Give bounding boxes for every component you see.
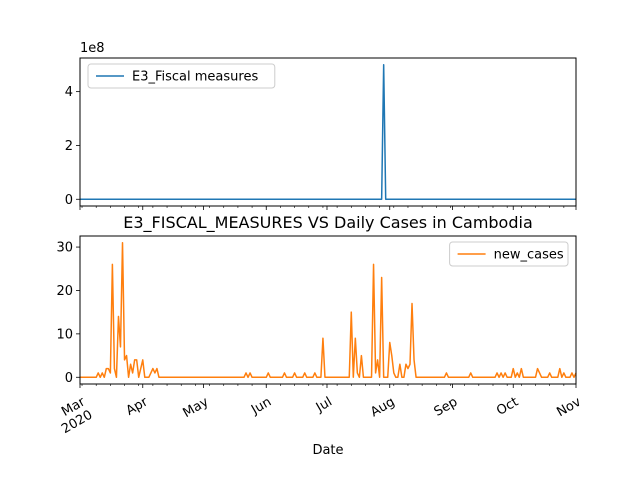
x-tick-label: Jul <box>313 395 335 416</box>
legend-box <box>449 241 569 267</box>
x-tick-label: Aug <box>368 395 397 421</box>
bottom-y-axis: 0 10 20 30 <box>56 241 80 386</box>
bottom-plot-frame <box>79 235 577 385</box>
top-series-lines <box>80 63 576 201</box>
x-tick-label: Apr <box>124 394 152 419</box>
y-tick-label: 20 <box>56 284 73 299</box>
x-tick-label: May <box>181 394 212 421</box>
top-plot-frame <box>79 57 577 207</box>
series-line-new-cases <box>80 241 577 379</box>
top-y-axis: 0 2 4 <box>65 85 80 208</box>
legend-label: E3_Fiscal measures <box>132 70 258 85</box>
top-legend: E3_Fiscal measures <box>87 63 276 89</box>
legend-label: new_cases <box>494 248 564 263</box>
chart-title: E3_FISCAL_MEASURES VS Daily Cases in Cam… <box>123 213 533 233</box>
y-tick-label: 4 <box>65 85 73 100</box>
y-tick-label: 30 <box>56 241 73 256</box>
bottom-legend: new_cases <box>449 241 569 267</box>
x-tick-label: Jun <box>248 395 274 419</box>
y-tick-label: 2 <box>65 139 73 154</box>
y-tick-label: 0 <box>65 371 73 386</box>
y-tick-label: 10 <box>56 327 73 342</box>
y-tick-label: 0 <box>65 193 73 208</box>
top-x-axis <box>79 206 577 210</box>
bottom-series-lines <box>80 241 577 379</box>
x-axis-title: Date <box>312 443 343 458</box>
top-subplot: 0 2 4 1e8 E3_Fiscal measures <box>65 41 577 210</box>
top-offset-label: 1e8 <box>80 41 105 56</box>
x-tick-label: Nov <box>554 394 584 420</box>
x-tick-label: Sep <box>432 395 461 420</box>
bottom-subplot: E3_FISCAL_MEASURES VS Daily Cases in Cam… <box>56 213 584 458</box>
series-line-e3-fiscal-measures <box>80 63 576 201</box>
x-tick-label: Oct <box>494 395 521 419</box>
legend-box <box>87 63 276 89</box>
